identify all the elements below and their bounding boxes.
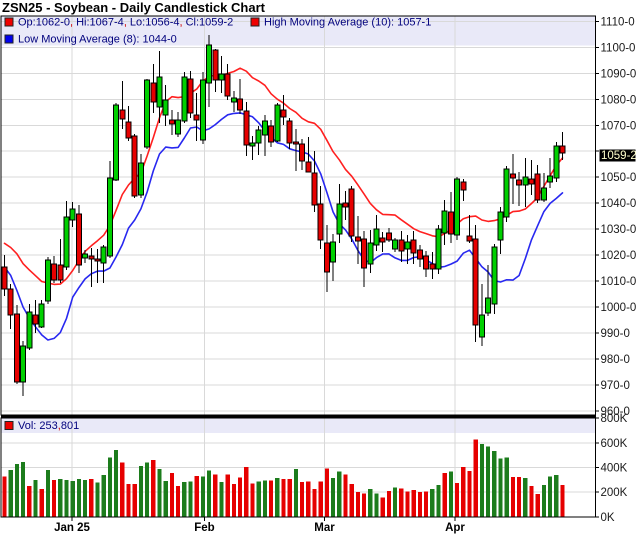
svg-text:1110-0: 1110-0 xyxy=(601,16,635,28)
svg-text:Low Moving Average (8): 1044-0: Low Moving Average (8): 1044-0 xyxy=(18,34,177,46)
svg-text:Jan 25: Jan 25 xyxy=(54,522,90,534)
svg-text:960-0: 960-0 xyxy=(601,406,630,418)
svg-text:1030-0: 1030-0 xyxy=(601,224,637,236)
svg-text:1080-0: 1080-0 xyxy=(601,94,637,106)
svg-text:0K: 0K xyxy=(601,512,615,524)
svg-text:1059-2: 1059-2 xyxy=(601,150,637,162)
svg-text:Mar: Mar xyxy=(314,522,335,534)
svg-text:990-0: 990-0 xyxy=(601,328,630,340)
svg-text:800K: 800K xyxy=(601,413,628,425)
svg-text:Op:1062-0, Hi:1067-4, Lo:1056-: Op:1062-0, Hi:1067-4, Lo:1056-4, Cl:1059… xyxy=(18,17,233,29)
svg-text:400K: 400K xyxy=(601,463,628,475)
svg-text:High Moving Average (10): 1057: High Moving Average (10): 1057-1 xyxy=(264,17,431,29)
svg-text:Apr: Apr xyxy=(445,522,465,534)
svg-text:1070-0: 1070-0 xyxy=(601,120,637,132)
svg-text:980-0: 980-0 xyxy=(601,354,630,366)
svg-text:ZSN25 - Soybean - Daily Candle: ZSN25 - Soybean - Daily Candlestick Char… xyxy=(2,0,266,15)
svg-text:1000-0: 1000-0 xyxy=(601,302,637,314)
svg-text:200K: 200K xyxy=(601,487,628,499)
svg-text:1050-0: 1050-0 xyxy=(601,172,637,184)
svg-text:1020-0: 1020-0 xyxy=(601,250,637,262)
svg-text:1100-0: 1100-0 xyxy=(601,42,636,54)
svg-text:1040-0: 1040-0 xyxy=(601,198,637,210)
svg-text:Feb: Feb xyxy=(194,522,214,534)
svg-text:1010-0: 1010-0 xyxy=(601,276,637,288)
svg-text:Vol: 253,801: Vol: 253,801 xyxy=(18,420,79,432)
svg-text:970-0: 970-0 xyxy=(601,380,630,392)
svg-text:600K: 600K xyxy=(601,438,628,450)
svg-text:1090-0: 1090-0 xyxy=(601,68,637,80)
